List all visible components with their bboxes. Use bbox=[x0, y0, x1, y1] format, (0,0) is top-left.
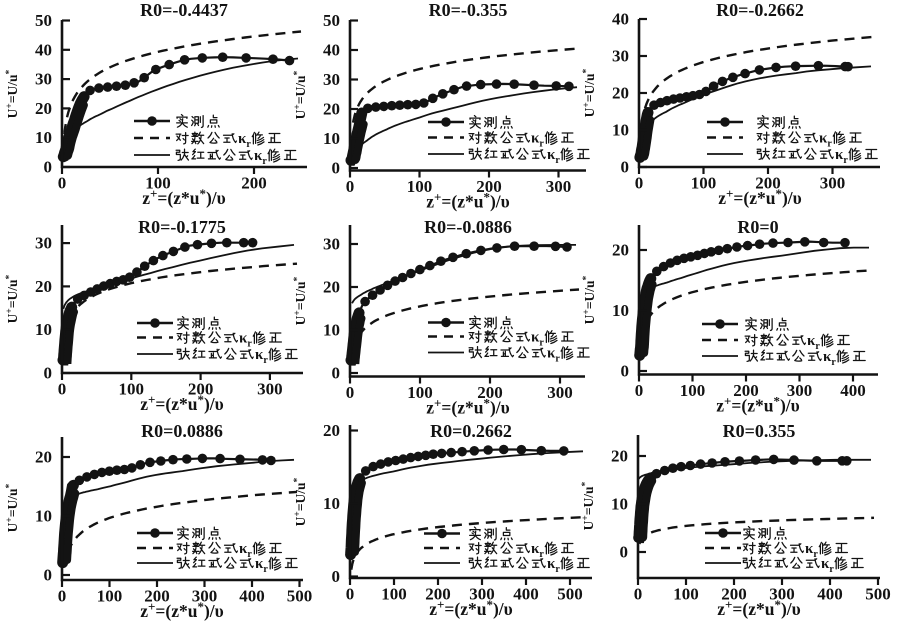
svg-text:0: 0 bbox=[58, 380, 67, 399]
svg-text:100: 100 bbox=[119, 380, 145, 399]
svg-text:0: 0 bbox=[634, 585, 643, 604]
svg-text:U+=U/u*: U+=U/u* bbox=[582, 275, 597, 324]
svg-text:30: 30 bbox=[612, 47, 629, 66]
svg-text:10: 10 bbox=[323, 321, 340, 340]
svg-text:200: 200 bbox=[755, 174, 781, 193]
svg-text:20: 20 bbox=[612, 84, 629, 103]
svg-text:300: 300 bbox=[547, 383, 573, 402]
svg-text:0: 0 bbox=[44, 158, 53, 177]
svg-text:500: 500 bbox=[865, 585, 891, 604]
svg-text:400: 400 bbox=[817, 585, 843, 604]
svg-text:200: 200 bbox=[425, 585, 451, 604]
svg-text:100: 100 bbox=[407, 177, 433, 196]
svg-text:30: 30 bbox=[35, 234, 52, 253]
svg-text:300: 300 bbox=[469, 585, 495, 604]
svg-text:30: 30 bbox=[323, 70, 340, 89]
svg-text:300: 300 bbox=[820, 174, 846, 193]
svg-text:10: 10 bbox=[323, 494, 340, 513]
svg-text:500: 500 bbox=[557, 585, 583, 604]
svg-text:0: 0 bbox=[332, 567, 341, 586]
svg-text:200: 200 bbox=[476, 177, 502, 196]
svg-text:20: 20 bbox=[611, 447, 628, 466]
svg-text:40: 40 bbox=[35, 40, 52, 59]
svg-text:300: 300 bbox=[192, 587, 218, 606]
svg-text:0: 0 bbox=[44, 566, 53, 585]
svg-text:100: 100 bbox=[680, 381, 706, 400]
svg-text:30: 30 bbox=[323, 235, 340, 254]
svg-text:10: 10 bbox=[612, 121, 629, 140]
svg-text:200: 200 bbox=[477, 383, 503, 402]
svg-text:100: 100 bbox=[145, 174, 171, 193]
svg-text:0: 0 bbox=[346, 383, 355, 402]
svg-text:R0=0.0886: R0=0.0886 bbox=[141, 421, 223, 441]
svg-text:100: 100 bbox=[97, 587, 123, 606]
svg-text:300: 300 bbox=[769, 585, 795, 604]
svg-text:20: 20 bbox=[323, 421, 340, 440]
svg-text:0: 0 bbox=[44, 364, 53, 383]
svg-text:20: 20 bbox=[35, 277, 52, 296]
svg-text:10: 10 bbox=[35, 507, 52, 526]
svg-text:0: 0 bbox=[635, 174, 644, 193]
svg-text:400: 400 bbox=[239, 587, 265, 606]
svg-text:10: 10 bbox=[611, 495, 628, 514]
svg-text:R0=-0.2662: R0=-0.2662 bbox=[716, 0, 804, 20]
svg-text:R0=-0.1775: R0=-0.1775 bbox=[138, 217, 226, 237]
svg-text:200: 200 bbox=[733, 381, 759, 400]
svg-text:50: 50 bbox=[323, 11, 340, 30]
svg-text:100: 100 bbox=[381, 585, 407, 604]
svg-text:U+=U/u*: U+=U/u* bbox=[293, 276, 308, 325]
svg-text:U+=U/u*: U+=U/u* bbox=[5, 274, 20, 323]
svg-text:300: 300 bbox=[787, 381, 813, 400]
svg-text:300: 300 bbox=[257, 380, 283, 399]
svg-text:R0=0.355: R0=0.355 bbox=[723, 421, 796, 441]
svg-text:400: 400 bbox=[513, 585, 539, 604]
svg-text:0: 0 bbox=[621, 362, 630, 381]
svg-text:30: 30 bbox=[35, 70, 52, 89]
svg-text:20: 20 bbox=[323, 278, 340, 297]
svg-text:R0=0.2662: R0=0.2662 bbox=[430, 421, 512, 441]
svg-text:0: 0 bbox=[58, 174, 67, 193]
svg-text:40: 40 bbox=[612, 10, 629, 29]
svg-text:400: 400 bbox=[840, 381, 866, 400]
svg-text:50: 50 bbox=[35, 11, 52, 30]
svg-text:R0=-0.355: R0=-0.355 bbox=[429, 0, 508, 20]
svg-text:R0=-0.4437: R0=-0.4437 bbox=[140, 0, 228, 20]
svg-text:200: 200 bbox=[144, 587, 170, 606]
svg-text:0: 0 bbox=[635, 381, 644, 400]
svg-text:10: 10 bbox=[35, 320, 52, 339]
svg-text:U+=U/u*: U+=U/u* bbox=[581, 481, 596, 530]
svg-text:U+=U/u*: U+=U/u* bbox=[5, 69, 20, 118]
svg-text:200: 200 bbox=[241, 174, 267, 193]
svg-text:20: 20 bbox=[612, 241, 629, 260]
svg-text:R0=0: R0=0 bbox=[737, 217, 778, 237]
svg-text:0: 0 bbox=[621, 158, 630, 177]
svg-text:R0=-0.0886: R0=-0.0886 bbox=[424, 217, 512, 237]
svg-text:10: 10 bbox=[323, 129, 340, 148]
svg-text:20: 20 bbox=[35, 99, 52, 118]
svg-text:U+=U/u*: U+=U/u* bbox=[293, 477, 308, 526]
svg-text:200: 200 bbox=[721, 585, 747, 604]
svg-text:0: 0 bbox=[58, 587, 67, 606]
svg-text:20: 20 bbox=[35, 448, 52, 467]
svg-text:0: 0 bbox=[346, 177, 355, 196]
svg-text:z+=(z*u*)/υ: z+=(z*u*)/υ bbox=[717, 597, 801, 619]
svg-text:300: 300 bbox=[546, 177, 572, 196]
svg-text:U+=U/u*: U+=U/u* bbox=[5, 483, 20, 532]
svg-text:U+=U/u*: U+=U/u* bbox=[582, 68, 597, 117]
svg-text:100: 100 bbox=[407, 383, 433, 402]
svg-text:20: 20 bbox=[323, 100, 340, 119]
svg-text:0: 0 bbox=[332, 364, 341, 383]
svg-text:200: 200 bbox=[188, 380, 214, 399]
svg-text:10: 10 bbox=[35, 128, 52, 147]
svg-text:0: 0 bbox=[346, 585, 355, 604]
svg-text:U+=U/u*: U+=U/u* bbox=[293, 70, 308, 119]
svg-text:100: 100 bbox=[691, 174, 717, 193]
svg-text:40: 40 bbox=[323, 41, 340, 60]
svg-text:10: 10 bbox=[612, 301, 629, 320]
svg-text:0: 0 bbox=[332, 159, 341, 178]
svg-text:z+=(z*u*)/υ: z+=(z*u*)/υ bbox=[429, 597, 513, 619]
svg-text:0: 0 bbox=[620, 543, 629, 562]
svg-text:100: 100 bbox=[673, 585, 699, 604]
svg-text:500: 500 bbox=[287, 587, 313, 606]
